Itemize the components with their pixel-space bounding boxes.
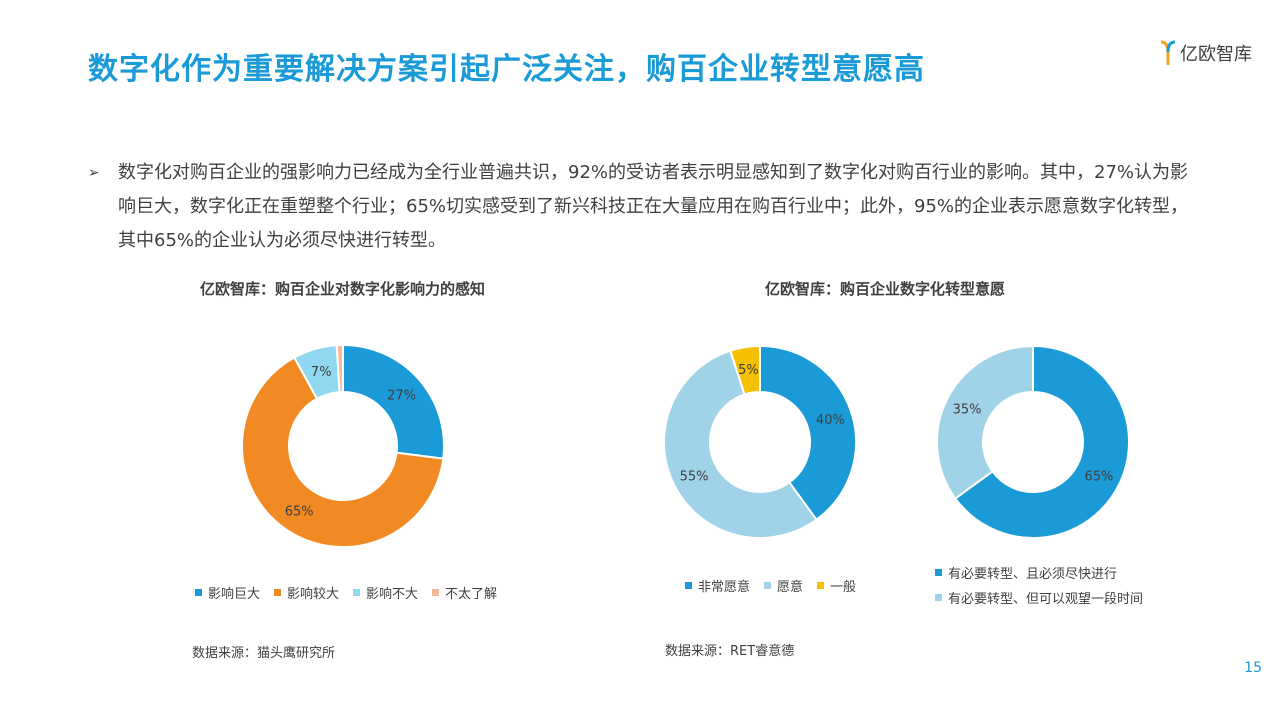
left-data-source: 数据来源：猫头鹰研究所 [192,646,336,661]
chart0-legend-text-3: 不太了解 [445,587,498,602]
chart2-legend-text-1: 有必要转型、但可以观望一段时间 [948,592,1144,607]
chart1-slice-0 [759,344,857,522]
right-data-source: 数据来源：RET睿意德 [665,644,795,659]
summary-text: 数字化对购百企业的强影响力已经成为全行业普遍共识，92%的受访者表示明显感知到了… [118,162,1189,251]
right-chart-legend: 有必要转型、且必须尽快进行有必要转型、但可以观望一段时间 [935,563,1143,613]
chart0-legend-swatch-3 [432,589,440,596]
chart0-label-2: 7% [311,365,332,380]
chart2-legend-swatch-0 [935,569,942,576]
chart0-legend-item-0: 影响巨大 [195,583,260,602]
chart0-legend-text-2: 影响不大 [366,587,419,602]
brand-logo: 亿欧智库 [1160,40,1252,66]
left-chart-title: 亿欧智库：购百企业对数字化影响力的感知 [200,280,486,298]
logo-icon [1160,40,1176,65]
chart0-legend-text-0: 影响巨大 [208,587,261,602]
chart1-legend-item-0: 非常愿意 [685,576,750,595]
chart0-slice-0 [342,343,445,460]
middle-chart-legend: 非常愿意 愿意 一般 [685,576,870,595]
right-chart-title: 亿欧智库：购百企业数字化转型意愿 [765,280,1006,298]
chart1-legend-item-1: 愿意 [764,576,803,595]
chart2-slice-1 [936,344,1034,500]
chart1-legend-swatch-2 [817,582,825,589]
chart1-slice-1 [663,349,818,539]
chart2-legend-item-0: 有必要转型、且必须尽快进行 [935,563,1143,582]
logo-text: 亿欧智库 [1180,44,1252,65]
chart1-label-2: 5% [738,363,759,378]
chart1-slice-2 [729,344,761,396]
page-number: 15 [1244,660,1262,676]
chart0-legend-swatch-1 [274,589,282,596]
chart2-legend-item-1: 有必要转型、但可以观望一段时间 [935,588,1143,607]
chart0-legend-text-1: 影响较大 [287,587,340,602]
chart2-legend-text-0: 有必要转型、且必须尽快进行 [948,567,1118,582]
page-title: 数字化作为重要解决方案引起广泛关注，购百企业转型意愿高 [88,52,925,87]
chart1-legend-item-2: 一般 [817,576,856,595]
chart1-legend-text-0: 非常愿意 [698,580,751,595]
summary-bullet: ➢ 数字化对购百企业的强影响力已经成为全行业普遍共识，92%的受访者表示明显感知… [88,156,1198,258]
bullet-arrow-icon: ➢ [88,165,100,181]
chart1-legend-swatch-0 [685,582,692,589]
chart1-label-1: 55% [680,470,709,485]
chart2-legend-swatch-1 [935,594,942,601]
chart1-label-0: 40% [816,413,845,428]
chart1-legend-swatch-1 [764,582,772,589]
chart0-slice-1 [241,356,445,548]
chart1-legend-text-2: 一般 [830,580,857,595]
chart0-label-0: 27% [387,388,416,403]
chart1-legend-text-1: 愿意 [777,580,804,595]
chart0-slice-3 [335,343,344,394]
chart0-legend-swatch-0 [195,589,202,596]
chart2-slice-0 [953,344,1130,539]
left-chart-legend: 影响巨大 影响较大 影响不大 不太了解 [195,583,511,602]
chart0-label-1: 65% [285,505,314,520]
chart0-legend-swatch-2 [353,589,361,596]
chart0-legend-item-3: 不太了解 [432,583,497,602]
chart2-label-1: 35% [953,402,982,417]
chart0-legend-item-1: 影响较大 [274,583,339,602]
chart0-legend-item-2: 影响不大 [353,583,418,602]
chart2-label-0: 65% [1084,470,1113,485]
